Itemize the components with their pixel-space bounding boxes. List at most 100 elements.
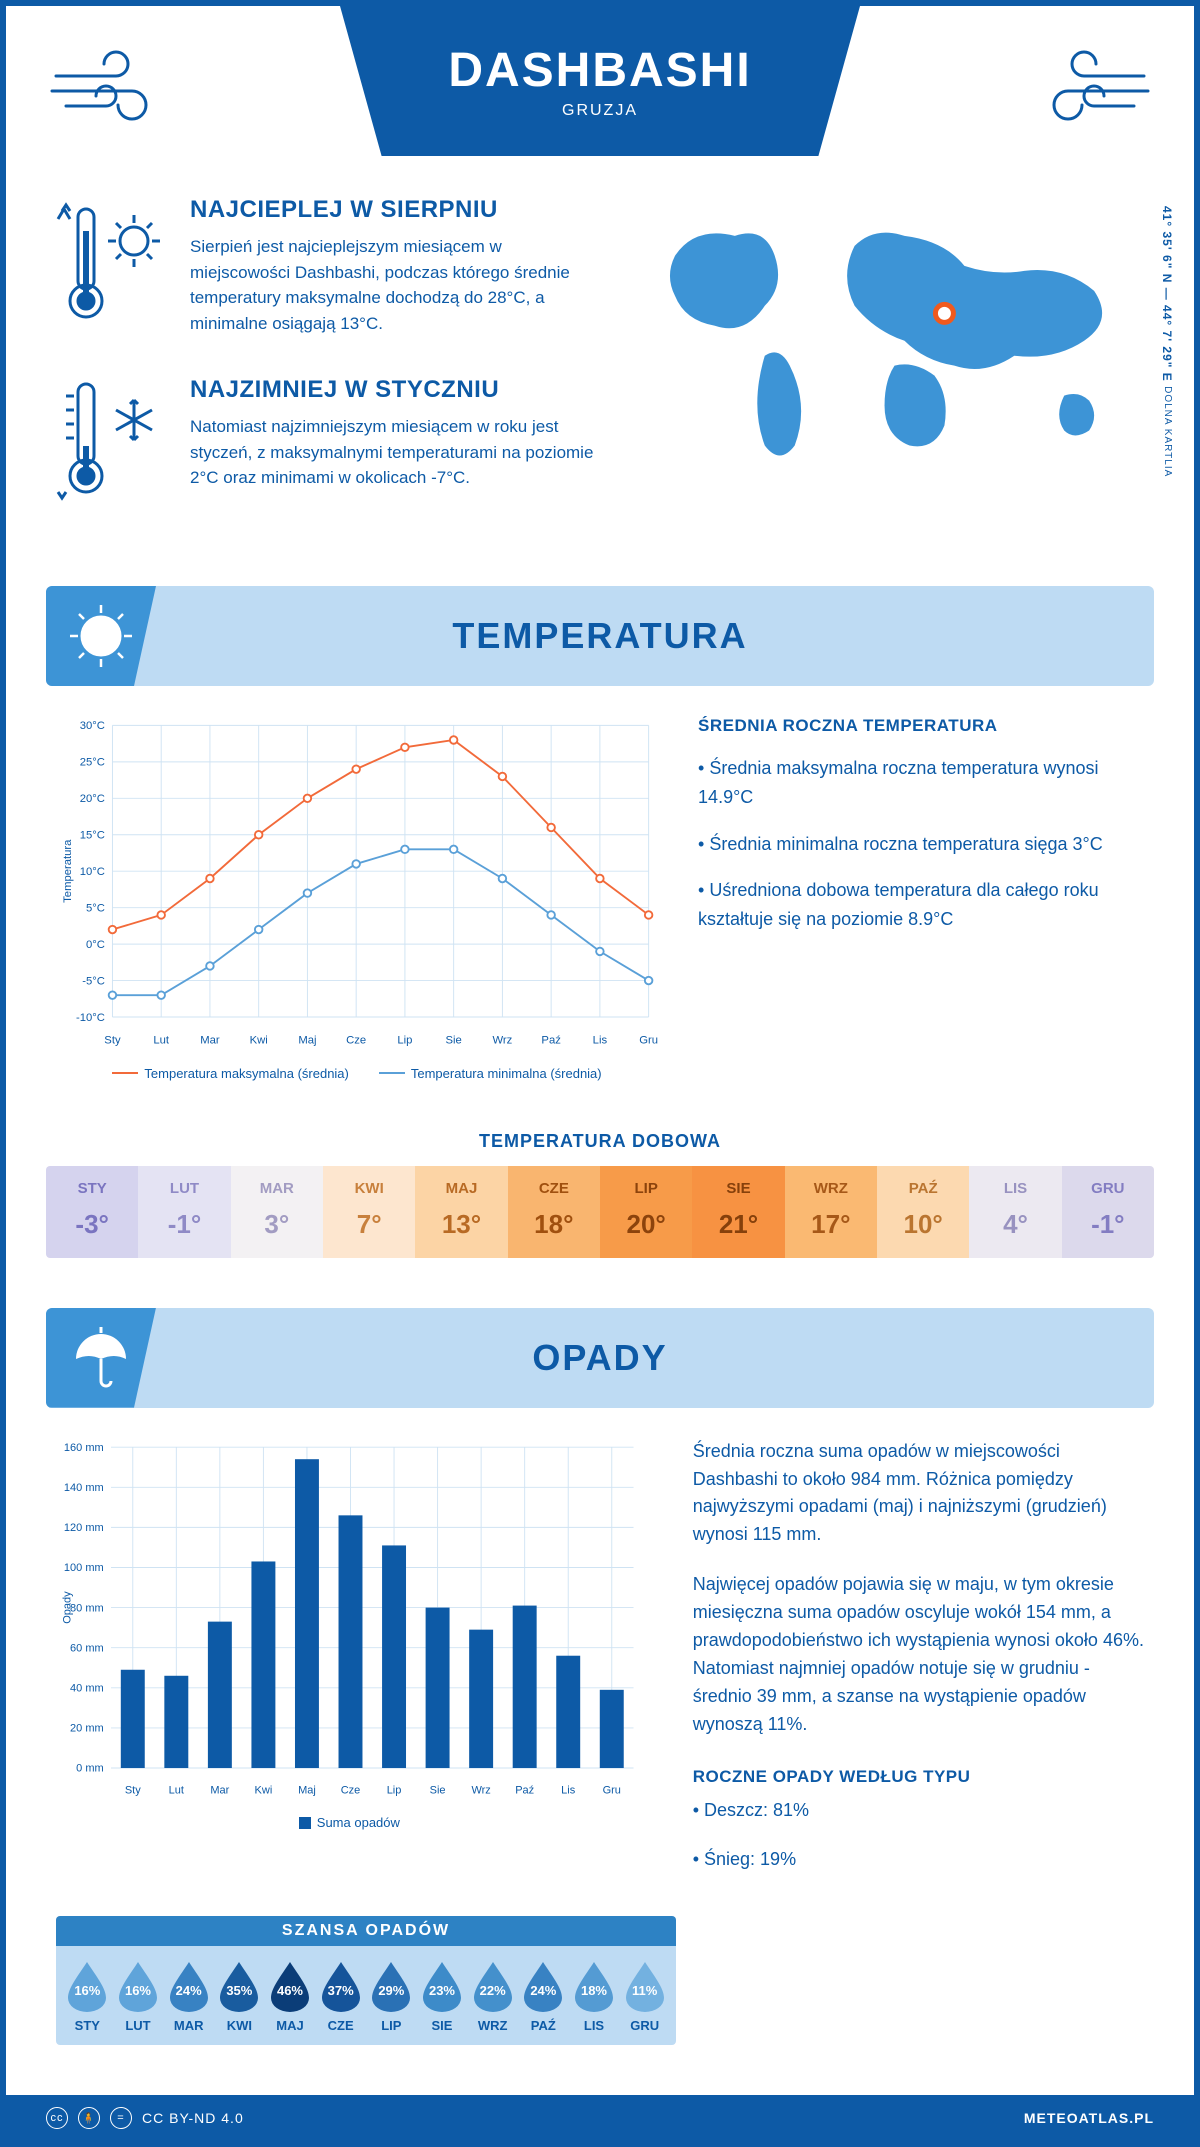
svg-text:-10°C: -10°C [76, 1012, 105, 1024]
dobowa-cell: LUT-1° [138, 1166, 230, 1258]
svg-text:Cze: Cze [346, 1034, 366, 1046]
info-row: NAJCIEPLEJ W SIERPNIU Sierpień jest najc… [6, 136, 1194, 586]
fact-hot-title: NAJCIEPLEJ W SIERPNIU [190, 196, 605, 224]
precip-type: • Śnieg: 19% [693, 1846, 1144, 1874]
svg-text:Maj: Maj [298, 1034, 316, 1046]
header: DASHBASHI GRUZJA [6, 6, 1194, 136]
svg-text:Wrz: Wrz [471, 1784, 490, 1796]
nd-icon: = [110, 2107, 132, 2129]
svg-text:Gru: Gru [603, 1784, 621, 1796]
svg-text:120 mm: 120 mm [64, 1522, 104, 1534]
license-block: cc 🧍 = CC BY-ND 4.0 [46, 2107, 244, 2129]
precip-bar-chart: 0 mm 20 mm 40 mm 60 mm 80 mm 100 mm 120 mm 140 … [56, 1438, 643, 1897]
coords-value: 41° 35' 6" N — 44° 7' 29" E [1160, 206, 1174, 382]
chance-cell: 29% LIP [366, 1960, 417, 2033]
dobowa-cell: PAŹ10° [877, 1166, 969, 1258]
thermometer-sun-icon [56, 196, 166, 336]
svg-text:Sie: Sie [446, 1034, 462, 1046]
chance-cell: 22% WRZ [467, 1960, 518, 2033]
temp-stat: • Uśredniona dobowa temperatura dla całe… [698, 876, 1144, 934]
page: DASHBASHI GRUZJA [0, 0, 1200, 2147]
svg-text:100 mm: 100 mm [64, 1562, 104, 1574]
dobowa-cell: KWI7° [323, 1166, 415, 1258]
wind-icon-right [1014, 36, 1154, 136]
legend-min: Temperatura minimalna (średnia) [411, 1066, 602, 1081]
temperature-body: -10°C-5°C0°C5°C10°C15°C20°C25°C30°CStyLu… [6, 686, 1194, 1101]
svg-text:Lut: Lut [153, 1034, 170, 1046]
precip-type: • Deszcz: 81% [693, 1797, 1144, 1825]
temp-stat: • Średnia maksymalna roczna temperatura … [698, 754, 1144, 812]
dobowa-title: TEMPERATURA DOBOWA [6, 1131, 1194, 1152]
chance-cell: 24% MAR [163, 1960, 214, 2033]
site-name: METEOATLAS.PL [1024, 2110, 1154, 2126]
license-text: CC BY-ND 4.0 [142, 2110, 244, 2126]
temp-stat: • Średnia minimalna roczna temperatura s… [698, 830, 1144, 859]
section-title-opady: OPADY [532, 1337, 667, 1379]
svg-text:Lip: Lip [397, 1034, 412, 1046]
svg-text:15°C: 15°C [80, 830, 105, 842]
map-col: 41° 35' 6" N — 44° 7' 29" E DOLNA KARTLI… [645, 196, 1144, 546]
svg-text:5°C: 5°C [86, 902, 105, 914]
svg-text:Maj: Maj [298, 1784, 316, 1796]
opady-body: 0 mm 20 mm 40 mm 60 mm 80 mm 100 mm 120 mm 140 … [6, 1408, 1194, 1917]
svg-text:Sty: Sty [104, 1034, 121, 1046]
fact-cold-text: Natomiast najzimniejszym miesiącem w rok… [190, 414, 605, 491]
svg-text:Sie: Sie [430, 1784, 446, 1796]
dobowa-cell: SIE21° [692, 1166, 784, 1258]
dobowa-cell: STY-3° [46, 1166, 138, 1258]
facts-col: NAJCIEPLEJ W SIERPNIU Sierpień jest najc… [56, 196, 605, 546]
chance-cell: 37% CZE [315, 1960, 366, 2033]
fact-hot-text: Sierpień jest najcieplejszym miesiącem w… [190, 234, 605, 336]
svg-text:160 mm: 160 mm [64, 1441, 104, 1453]
svg-text:Paź: Paź [515, 1784, 534, 1796]
section-title-temperatura: TEMPERATURA [452, 615, 747, 657]
svg-text:Cze: Cze [341, 1784, 361, 1796]
section-head-temperatura: TEMPERATURA [46, 586, 1154, 686]
by-icon: 🧍 [78, 2107, 100, 2129]
chance-title: SZANSA OPADÓW [56, 1916, 676, 1946]
map-marker [935, 304, 953, 322]
umbrella-icon [46, 1308, 156, 1408]
svg-text:20 mm: 20 mm [70, 1722, 104, 1734]
svg-text:0°C: 0°C [86, 939, 105, 951]
svg-text:40 mm: 40 mm [70, 1682, 104, 1694]
svg-text:Paź: Paź [541, 1034, 561, 1046]
opady-legend: Suma opadów [56, 1815, 643, 1830]
svg-text:Wrz: Wrz [492, 1034, 512, 1046]
svg-text:Kwi: Kwi [255, 1784, 273, 1796]
dobowa-cell: LIS4° [969, 1166, 1061, 1258]
svg-text:30°C: 30°C [80, 720, 105, 732]
precip-type-title: ROCZNE OPADY WEDŁUG TYPU [693, 1767, 1144, 1787]
section-head-opady: OPADY [46, 1308, 1154, 1408]
sun-icon [46, 586, 156, 686]
svg-text:Lis: Lis [593, 1034, 608, 1046]
chance-cell: 16% LUT [113, 1960, 164, 2033]
svg-text:25°C: 25°C [80, 757, 105, 769]
chance-cell: 23% SIE [417, 1960, 468, 2033]
fact-hot: NAJCIEPLEJ W SIERPNIU Sierpień jest najc… [56, 196, 605, 336]
svg-text:0 mm: 0 mm [76, 1762, 104, 1774]
cc-icon: cc [46, 2107, 68, 2129]
wind-icon-left [46, 36, 186, 136]
dobowa-cell: GRU-1° [1062, 1166, 1154, 1258]
coords-label: 41° 35' 6" N — 44° 7' 29" E DOLNA KARTLI… [1160, 206, 1174, 477]
dobowa-grid: STY-3°LUT-1°MAR3°KWI7°MAJ13°CZE18°LIP20°… [46, 1166, 1154, 1258]
svg-text:Lip: Lip [387, 1784, 402, 1796]
temperature-stats: ŚREDNIA ROCZNA TEMPERATURA • Średnia mak… [698, 716, 1144, 1081]
svg-text:Gru: Gru [639, 1034, 658, 1046]
temp-stats-title: ŚREDNIA ROCZNA TEMPERATURA [698, 716, 1144, 736]
precip-p1: Średnia roczna suma opadów w miejscowośc… [693, 1438, 1144, 1550]
svg-text:Lis: Lis [561, 1784, 576, 1796]
thermometer-snow-icon [56, 376, 166, 506]
dobowa-cell: CZE18° [508, 1166, 600, 1258]
footer: cc 🧍 = CC BY-ND 4.0 METEOATLAS.PL [6, 2095, 1194, 2141]
svg-text:140 mm: 140 mm [64, 1482, 104, 1494]
dobowa-cell: MAJ13° [415, 1166, 507, 1258]
svg-text:Lut: Lut [169, 1784, 184, 1796]
title-block: DASHBASHI GRUZJA [340, 6, 860, 156]
svg-text:60 mm: 60 mm [70, 1642, 104, 1654]
region-label: DOLNA KARTLIA [1162, 386, 1173, 477]
legend-max: Temperatura maksymalna (średnia) [144, 1066, 348, 1081]
svg-text:80 mm: 80 mm [70, 1602, 104, 1614]
svg-text:Opady: Opady [62, 1591, 74, 1624]
